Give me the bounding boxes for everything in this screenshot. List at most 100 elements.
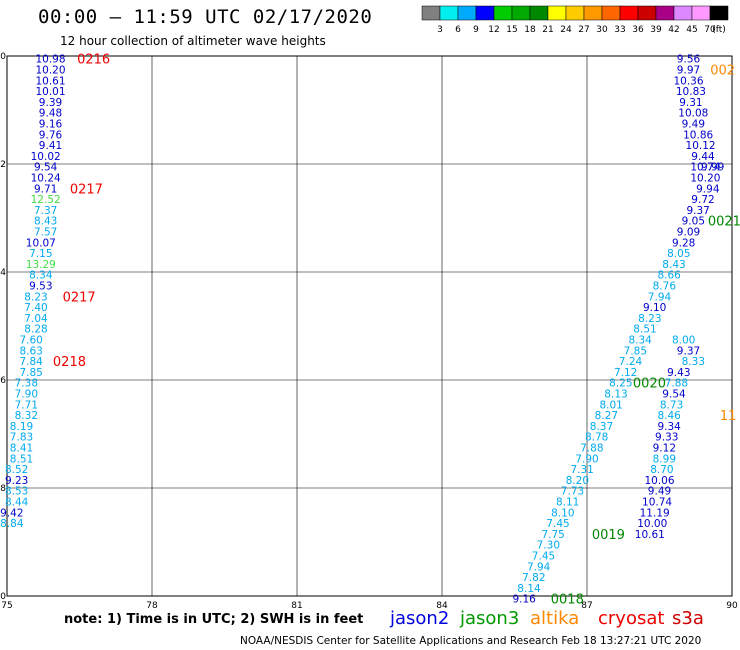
swh-value: 10.02	[31, 151, 61, 163]
swh-value: 7.45	[532, 551, 555, 563]
swh-value: 10.07	[26, 237, 56, 249]
swh-value: 10.06	[644, 475, 674, 487]
swh-value: 8.37	[590, 421, 613, 433]
swh-value: 8.25	[609, 378, 632, 390]
swh-value: 9.37	[686, 205, 709, 217]
x-tick-label: 84	[436, 601, 448, 611]
swh-value: 8.33	[682, 356, 705, 368]
swh-value: 7.38	[15, 378, 38, 390]
colorbar-swatch	[529, 5, 549, 21]
time-label: 0216	[77, 53, 110, 68]
colorbar-label: 33	[614, 25, 625, 35]
swh-value: 7.85	[624, 345, 647, 357]
swh-value: 8.63	[19, 345, 42, 357]
swh-value: 8.34	[628, 335, 652, 347]
colorbar-label: 12	[488, 25, 499, 35]
swh-value: 7.31	[570, 464, 593, 476]
colorbar-swatch	[637, 5, 657, 21]
swh-value: 10.12	[686, 140, 716, 152]
swh-value: 8.70	[650, 464, 673, 476]
swh-value: 9.48	[39, 108, 62, 120]
x-tick-label: 75	[1, 601, 12, 611]
colorbar-swatch	[547, 5, 567, 21]
swh-value: 9.31	[679, 97, 702, 109]
swh-value: 9.42	[0, 507, 23, 519]
time-labels: 0216 0217 0217 0218 002 0021 0020 0019 0018 11	[53, 53, 740, 608]
swh-value: 9.53	[29, 281, 52, 293]
colorbar-swatch	[673, 5, 693, 21]
swh-value: 9.12	[653, 443, 676, 455]
time-label: 11	[720, 409, 737, 424]
swh-value: 9.34	[657, 421, 681, 433]
satellite-legend-altika: altika	[530, 608, 580, 629]
swh-value: 9.72	[691, 194, 714, 206]
swh-value: 9.44	[691, 151, 715, 163]
swh-value: 8.28	[24, 324, 47, 336]
y-tick-label: -40	[0, 592, 6, 602]
colorbar-label: 3	[437, 25, 443, 35]
swh-value: 8.00	[672, 335, 695, 347]
footer-note: note: 1) Time is in UTC; 2) SWH is in fe…	[64, 612, 364, 627]
swh-value: 8.11	[556, 497, 579, 509]
swh-value: 8.41	[10, 443, 33, 455]
swh-value: 8.46	[657, 410, 681, 422]
y-tick-label: -34	[0, 268, 6, 278]
swh-value: 8.19	[10, 421, 33, 433]
swh-value: 10.08	[678, 108, 708, 120]
colorbar-swatch	[493, 5, 513, 21]
swh-value: 8.53	[5, 486, 28, 498]
colorbar-label: 21	[542, 25, 553, 35]
swh-value: 10.61	[635, 529, 665, 541]
swh-value: 8.13	[604, 389, 627, 401]
time-label: 0018	[551, 593, 584, 608]
swh-value: 7.60	[19, 335, 42, 347]
satellite-legend-jason2: jason2	[390, 608, 450, 629]
colorbar-label: 30	[596, 25, 608, 35]
data-points: 10.9810.2010.6110.019.399.489.169.769.41…	[0, 54, 724, 606]
satellite-legend-jason3: jason3	[460, 608, 520, 629]
swh-value: 7.04	[24, 313, 48, 325]
swh-value: 9.16	[512, 594, 536, 606]
swh-value: 9.10	[643, 302, 666, 314]
swh-value: 10.01	[35, 86, 65, 98]
satellite-legend-cryosat: cryosat	[598, 608, 665, 629]
swh-value: 8.23	[24, 291, 47, 303]
credit-line: NOAA/NESDIS Center for Satellite Applica…	[240, 635, 702, 647]
x-tick-label: 78	[146, 601, 158, 611]
colorbar-swatch	[655, 5, 675, 21]
swh-value: 8.51	[633, 324, 656, 336]
swh-value: 8.51	[10, 453, 33, 465]
swh-value: 8.23	[638, 313, 661, 325]
colorbar-swatch	[583, 5, 603, 21]
swh-value: 7.94	[527, 561, 551, 573]
colorbar-label: 18	[524, 25, 536, 35]
swh-value: 7.73	[561, 486, 584, 498]
y-tick-label: -36	[0, 376, 6, 386]
swh-value: 9.76	[39, 129, 63, 141]
swh-value: 8.32	[15, 410, 38, 422]
swh-value: 7.90	[575, 453, 598, 465]
colorbar-swatch	[691, 5, 711, 21]
satellite-legend-s3a: s3a	[672, 608, 704, 629]
x-tick-label: 87	[581, 601, 592, 611]
colorbar-label: (ft)	[712, 25, 726, 35]
swh-value: 8.66	[657, 270, 681, 282]
swh-value: 7.88	[580, 443, 603, 455]
swh-value: 7.24	[619, 356, 643, 368]
swh-value: 9.43	[667, 367, 690, 379]
swh-value: 8.01	[599, 399, 622, 411]
colorbar-label: 42	[668, 25, 679, 35]
swh-value: 7.75	[541, 529, 564, 541]
swh-value: 8.10	[551, 507, 574, 519]
swh-value: 9.54	[662, 389, 686, 401]
swh-value: 8.43	[34, 216, 57, 228]
time-label: 002	[710, 64, 735, 79]
x-tick-labels: 75 78 81 84 87 90	[1, 601, 738, 611]
swh-value: 9.71	[34, 183, 57, 195]
swh-value: 9.39	[39, 97, 62, 109]
swh-value: 10.24	[31, 173, 61, 185]
y-tick-label: -30	[0, 52, 6, 62]
swh-value: 8.76	[653, 281, 677, 293]
colorbar-swatch	[709, 5, 729, 21]
